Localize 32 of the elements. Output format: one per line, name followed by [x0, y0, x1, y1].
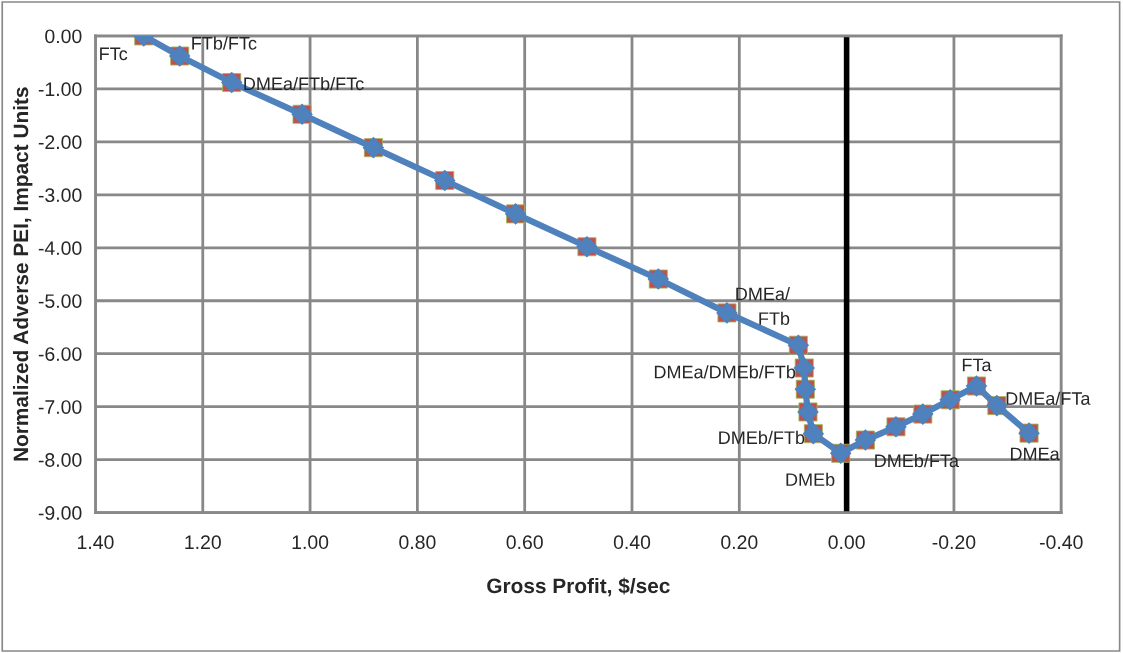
y-tick-label: -1.00	[38, 82, 82, 97]
x-tick-label: 0.80	[399, 535, 436, 550]
y-tick-label: -7.00	[38, 400, 82, 414]
x-tick-label: 1.00	[292, 535, 329, 550]
annotation: DMEa/DMEb/FTb	[654, 365, 796, 379]
annotation: FTb/FTc	[192, 36, 257, 50]
x-tick-label: 1.40	[78, 535, 114, 550]
y-tick-label: -2.00	[38, 135, 82, 150]
y-axis-title: Normalized Adverse PEI, Impact Units	[12, 87, 33, 461]
annotation: DMEa	[1011, 447, 1060, 461]
x-tick-label: -0.40	[1039, 535, 1083, 550]
annotation: FTa	[962, 358, 992, 372]
annotation: DMEa/FTb/FTc	[244, 76, 364, 91]
annotation: FTc	[100, 47, 128, 61]
y-tick-label: -9.00	[38, 506, 82, 520]
x-tick-label: 0.00	[828, 535, 865, 550]
y-tick-label: -5.00	[38, 294, 82, 308]
y-tick-label: -6.00	[38, 347, 82, 361]
y-tick-label: -4.00	[38, 241, 82, 256]
x-tick-label: 1.20	[185, 535, 221, 550]
x-tick-label: -0.20	[932, 535, 976, 550]
annotation: DMEa/FTa	[1006, 391, 1091, 405]
y-tick-label: 0.00	[45, 29, 82, 44]
annotation: DMEb/FTa	[875, 453, 959, 468]
x-tick-label: 0.60	[506, 535, 543, 550]
x-tick-label: 0.40	[613, 535, 651, 550]
annotation: DMEb	[786, 472, 835, 486]
x-axis-title: Gross Profit, $/sec	[487, 577, 670, 597]
y-tick-label: -3.00	[38, 188, 82, 203]
x-tick-label: 0.20	[721, 535, 758, 550]
annotation: DMEa/ FTb	[736, 287, 790, 325]
y-tick-label: -8.00	[38, 453, 82, 467]
